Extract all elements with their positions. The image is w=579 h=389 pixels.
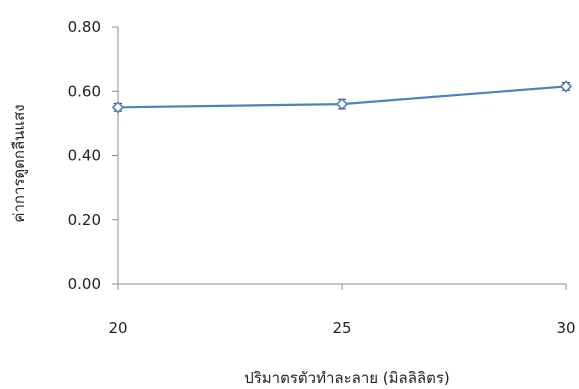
x-axis-title: ปริมาตรตัวทำละลาย (มิลลิลิตร) xyxy=(244,369,450,387)
y-tick-label: 0.60 xyxy=(68,82,101,100)
y-axis-title: ค่าการดูดกลืนแสง xyxy=(10,104,28,222)
ticks: 0.00 0.20 0.40 0.60 0.80 20 25 30 xyxy=(68,18,576,337)
axes xyxy=(117,27,566,285)
y-tick-label: 0.40 xyxy=(68,147,101,165)
y-tick-label: 0.20 xyxy=(68,211,101,229)
y-tick-label: 0.00 xyxy=(68,275,101,293)
x-tick-label: 20 xyxy=(108,319,127,337)
x-tick-label: 25 xyxy=(332,319,351,337)
y-tick-label: 0.80 xyxy=(68,18,101,36)
series xyxy=(111,80,573,114)
data-point xyxy=(111,101,125,114)
x-tick-label: 30 xyxy=(556,319,575,337)
data-point xyxy=(335,97,349,111)
data-point xyxy=(559,80,573,93)
